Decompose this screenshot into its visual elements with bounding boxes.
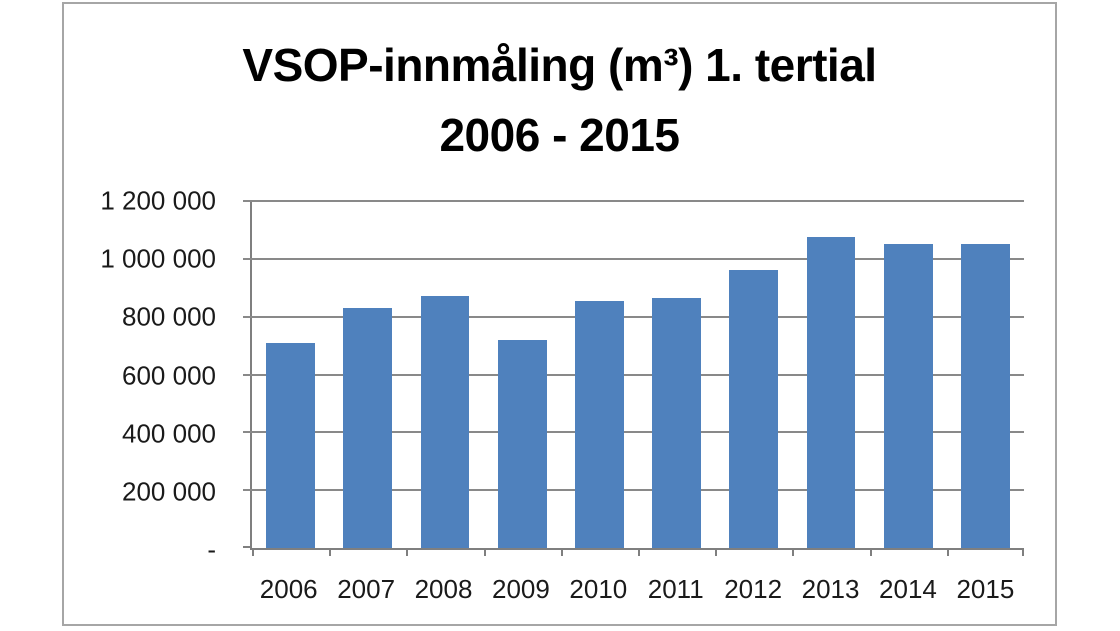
- bar-2011: [652, 297, 701, 548]
- chart-title-line-1: VSOP-innmåling (m³) 1. tertial: [242, 39, 877, 91]
- x-tick-label-2013: 2013: [801, 574, 860, 604]
- x-axis-tick-1: [329, 548, 332, 556]
- x-tick-label-2015: 2015: [956, 574, 1015, 604]
- bar-2014: [883, 244, 933, 548]
- gridline-400000: [243, 431, 1024, 434]
- gridline-200000: [243, 489, 1024, 492]
- chart-title-line-2: 2006 - 2015: [439, 109, 680, 161]
- bar-2008: [420, 296, 470, 548]
- gridline-600000: [243, 373, 1024, 376]
- chart-title: VSOP-innmåling (m³) 1. tertial 2006 - 20…: [64, 30, 1055, 170]
- y-tick-label-800000: 800 000: [122, 301, 216, 332]
- y-tick-label-400000: 400 000: [122, 418, 216, 449]
- bar-2010: [575, 300, 624, 548]
- y-tick-label-600000: 600 000: [122, 360, 216, 390]
- x-axis-tick-8: [869, 548, 872, 556]
- x-axis-tick-9: [946, 548, 949, 556]
- x-tick-label-2006: 2006: [259, 574, 318, 604]
- x-axis-tick-5: [638, 548, 640, 556]
- x-tick-label-2010: 2010: [569, 574, 628, 604]
- x-tick-label-2011: 2011: [647, 574, 704, 604]
- x-axis-tick-4: [560, 548, 563, 556]
- x-tick-label-2007: 2007: [337, 574, 396, 604]
- x-axis-tick-3: [483, 548, 486, 556]
- x-tick-label-2009: 2009: [492, 574, 550, 604]
- x-axis-tick-2: [406, 548, 409, 556]
- y-axis-zero-tick: [243, 546, 252, 548]
- x-tick-label-2012: 2012: [724, 574, 783, 604]
- x-axis-tick-10: [1022, 548, 1024, 556]
- y-tick-label-200000: 200 000: [122, 476, 216, 507]
- y-tick-label-1200000: 1 200 000: [100, 185, 216, 216]
- x-axis-tick-0: [252, 548, 254, 556]
- x-axis-labels: 2006 2007 2008 2009 2010 2011 2012 2013 2014 2015: [250, 574, 1024, 605]
- bar-2012: [729, 270, 779, 548]
- bar-2009: [497, 339, 547, 548]
- bar-2007: [343, 308, 393, 548]
- y-axis-labels: 1 200 000 1 000 000 800 000 600 000 400 000 2…: [56, 186, 216, 565]
- x-axis-tick-6: [715, 548, 718, 556]
- bar-2013: [806, 237, 856, 548]
- gridline-1200000: [243, 200, 1024, 202]
- y-tick-label-1000000: 1 000 000: [100, 243, 216, 274]
- y-tick-label-0: -: [207, 534, 216, 565]
- chart-frame: VSOP-innmåling (m³) 1. tertial 2006 - 20…: [62, 2, 1057, 626]
- gridline-1000000: [243, 257, 1024, 260]
- gridline-800000: [243, 315, 1024, 318]
- x-tick-label-2014: 2014: [879, 574, 937, 604]
- x-axis-tick-7: [792, 548, 795, 556]
- bar-2006: [266, 342, 315, 548]
- plot-wrap: 1 200 000 1 000 000 800 000 600 000 400 000 2…: [100, 186, 1024, 604]
- bar-2015: [961, 244, 1010, 548]
- x-tick-label-2008: 2008: [414, 574, 473, 604]
- plot-area: [243, 200, 1024, 556]
